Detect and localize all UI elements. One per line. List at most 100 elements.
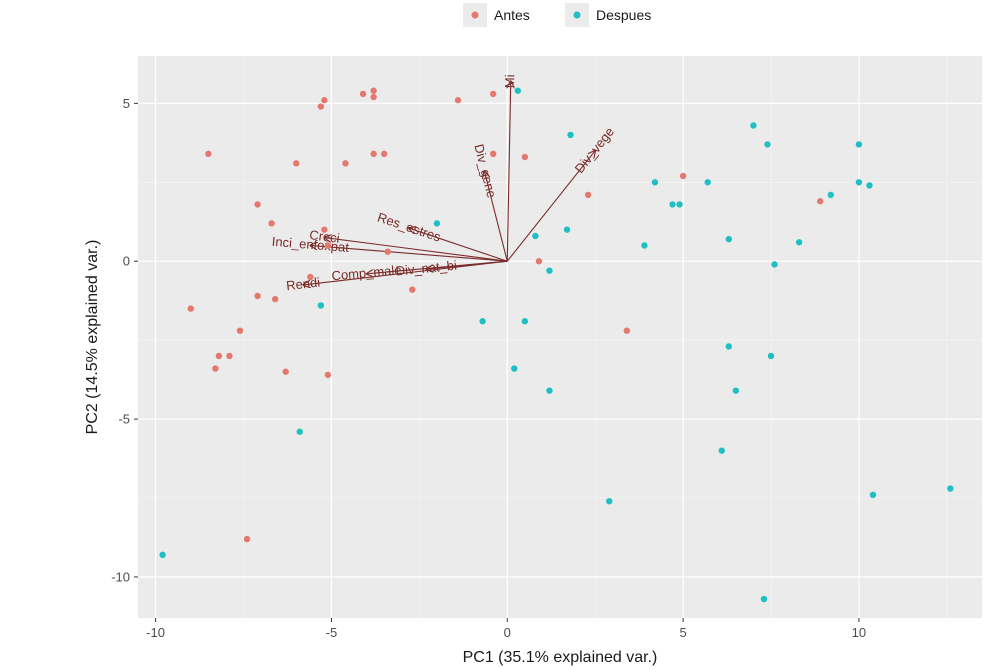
plot-panel <box>138 56 982 618</box>
point-antes <box>293 160 300 167</box>
point-antes <box>342 160 349 167</box>
point-antes <box>359 90 367 98</box>
point-antes <box>271 295 279 303</box>
point-antes <box>254 201 261 208</box>
point-despues <box>514 87 521 94</box>
loading-label: Creci <box>309 227 341 246</box>
point-despues <box>159 551 166 559</box>
loading-arrow <box>303 260 508 285</box>
y-tick-label: -5 <box>118 412 130 427</box>
x-axis-title: PC1 (35.1% explained var.) <box>463 649 658 666</box>
point-despues <box>606 497 613 505</box>
point-despues <box>855 141 863 148</box>
loading-arrow <box>506 151 595 262</box>
point-despues <box>563 226 571 233</box>
point-antes <box>324 242 332 249</box>
data-points <box>159 87 954 603</box>
point-despues <box>725 343 732 350</box>
point-antes <box>321 97 328 104</box>
point-despues <box>750 122 757 129</box>
point-despues <box>771 261 778 268</box>
loading-arrow <box>409 228 508 262</box>
point-antes <box>370 93 377 101</box>
grid-lines <box>138 56 982 618</box>
point-despues <box>511 365 518 372</box>
point-despues <box>651 179 659 186</box>
point-despues <box>296 428 303 435</box>
loading-arrow <box>324 238 508 262</box>
legend-label-antes: Antes <box>494 7 530 23</box>
point-antes <box>321 226 328 233</box>
point-antes <box>317 103 325 110</box>
loading-arrow <box>484 171 508 262</box>
x-tick-label: -5 <box>326 625 338 640</box>
point-despues <box>641 242 648 249</box>
point-despues <box>947 485 954 492</box>
point-despues <box>866 182 873 189</box>
point-despues <box>546 387 553 394</box>
point-antes <box>243 535 251 543</box>
y-axis-title: PC2 (14.5% explained var.) <box>84 240 101 435</box>
point-antes <box>584 191 592 199</box>
point-antes <box>454 97 462 104</box>
point-antes <box>205 150 212 158</box>
point-antes <box>679 172 687 180</box>
point-despues <box>855 179 863 186</box>
point-despues <box>760 595 768 603</box>
point-antes <box>380 150 388 158</box>
x-tick-label: 0 <box>504 625 511 640</box>
point-antes <box>187 305 194 312</box>
legend-label-despues: Despues <box>596 7 651 23</box>
point-antes <box>370 150 377 158</box>
point-antes <box>307 273 314 281</box>
point-despues <box>433 220 441 227</box>
loading-arrow <box>367 260 508 274</box>
loading-arrow <box>507 81 511 262</box>
point-despues <box>532 232 539 240</box>
x-tick-label: -10 <box>146 625 165 640</box>
point-antes <box>215 352 223 360</box>
point-despues <box>725 235 732 243</box>
loading-label: Comp_male <box>331 262 402 283</box>
point-antes <box>535 258 543 265</box>
axes: -10 -5 0 5 10 -10 -5 0 5 <box>111 96 866 640</box>
legend-marker-despues <box>573 11 581 19</box>
point-antes <box>521 153 529 161</box>
point-antes <box>282 368 289 375</box>
point-antes <box>226 352 233 360</box>
x-tick-label: 10 <box>852 625 866 640</box>
point-antes <box>254 292 261 300</box>
point-despues <box>669 201 676 208</box>
point-antes <box>324 371 332 379</box>
point-despues <box>676 201 683 208</box>
x-tick-label: 5 <box>679 625 686 640</box>
point-antes <box>212 365 219 372</box>
point-despues <box>795 239 803 246</box>
point-antes <box>384 248 391 255</box>
point-antes <box>489 150 497 158</box>
point-antes <box>817 198 824 205</box>
point-despues <box>767 352 775 360</box>
loading-arrow <box>310 245 508 262</box>
point-despues <box>764 141 771 148</box>
point-despues <box>732 387 740 394</box>
legend-marker-antes <box>471 11 479 19</box>
loading-label: Mi <box>502 74 517 88</box>
point-antes <box>623 327 631 334</box>
point-despues <box>479 318 486 325</box>
y-tick-label: 5 <box>123 96 130 111</box>
y-tick-label: 0 <box>123 254 130 269</box>
legend: Antes Despues <box>463 3 651 27</box>
point-despues <box>704 179 711 186</box>
point-despues <box>827 191 834 199</box>
point-despues <box>567 131 574 139</box>
point-antes <box>268 220 275 227</box>
point-despues <box>546 267 553 274</box>
loading-label: Inci_enfoxpat <box>271 234 350 255</box>
point-despues <box>869 491 877 499</box>
point-despues <box>317 302 325 309</box>
point-antes <box>409 286 416 293</box>
point-antes <box>370 87 377 94</box>
point-antes <box>489 90 497 98</box>
